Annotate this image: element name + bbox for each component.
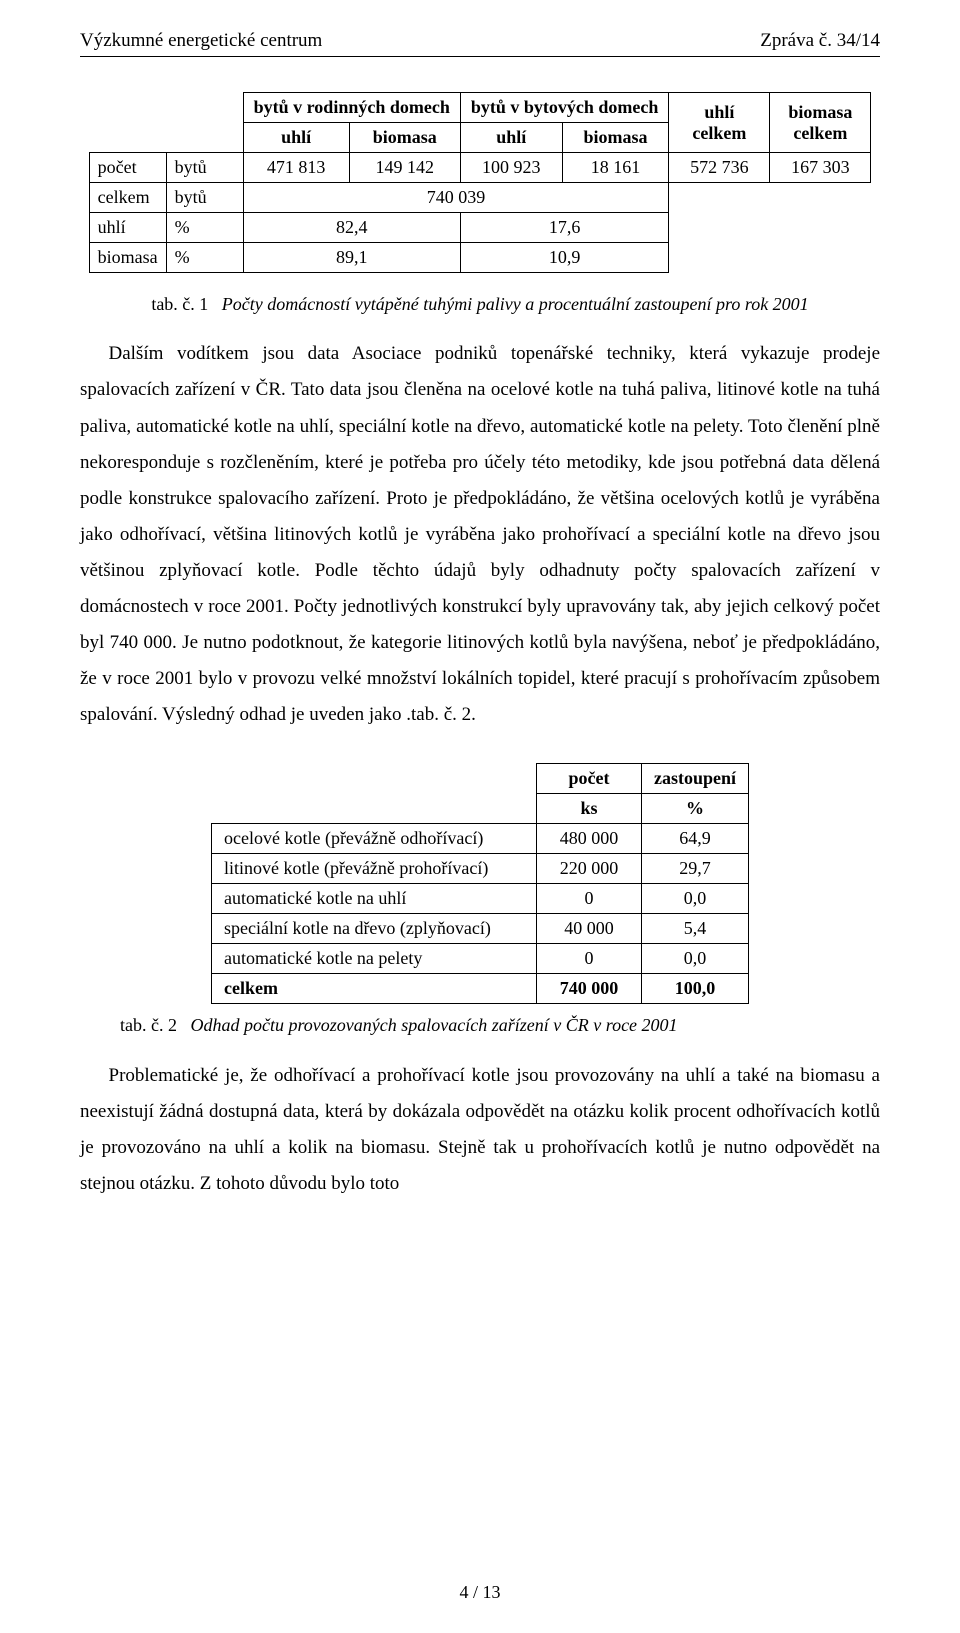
t1-r3-unit: % bbox=[166, 213, 243, 243]
t1-r3-b: 17,6 bbox=[460, 213, 669, 243]
t2-row-pct: 0,0 bbox=[641, 884, 748, 914]
caption1-body: Počty domácností vytápěné tuhými palivy … bbox=[222, 294, 809, 314]
t2-total-count: 740 000 bbox=[536, 974, 641, 1004]
t1-sub-biomasa-b: biomasa bbox=[562, 123, 669, 153]
t2-row-count: 480 000 bbox=[536, 824, 641, 854]
t2-u-ks: ks bbox=[536, 794, 641, 824]
page: Výzkumné energetické centrum Zpráva č. 3… bbox=[0, 0, 960, 1633]
t2-row-pct: 29,7 bbox=[641, 854, 748, 884]
caption1: tab. č. 1 Počty domácností vytápěné tuhý… bbox=[80, 293, 880, 316]
t2-row-name: automatické kotle na uhlí bbox=[211, 884, 536, 914]
t1-r1-v6: 167 303 bbox=[770, 153, 871, 183]
t2-row-count: 0 bbox=[536, 884, 641, 914]
t1-sub-uhli-b: uhlí bbox=[460, 123, 562, 153]
t1-r1-v2: 149 142 bbox=[349, 153, 460, 183]
t1-r1-v3: 100 923 bbox=[460, 153, 562, 183]
t2-total-pct: 100,0 bbox=[641, 974, 748, 1004]
t2-total-name: celkem bbox=[211, 974, 536, 1004]
table-row: speciální kotle na dřevo (zplyňovací)40 … bbox=[211, 914, 748, 944]
t2-row-pct: 0,0 bbox=[641, 944, 748, 974]
t1-r4-b: 10,9 bbox=[460, 243, 669, 273]
t2-row-count: 220 000 bbox=[536, 854, 641, 884]
t1-r1-v5: 572 736 bbox=[669, 153, 770, 183]
table-row: automatické kotle na pelety00,0 bbox=[211, 944, 748, 974]
t1-head-rodinnych: bytů v rodinných domech bbox=[243, 93, 460, 123]
header-right: Zpráva č. 34/14 bbox=[760, 30, 880, 52]
t2-row-name: litinové kotle (převážně prohořívací) bbox=[211, 854, 536, 884]
paragraph1: Dalším vodítkem jsou data Asociace podni… bbox=[80, 336, 880, 733]
table-row: automatické kotle na uhlí00,0 bbox=[211, 884, 748, 914]
t1-r2-label: celkem bbox=[89, 183, 166, 213]
t2-h-pocet: počet bbox=[536, 764, 641, 794]
t1-r4-label: biomasa bbox=[89, 243, 166, 273]
t1-head-bytovych: bytů v bytových domech bbox=[460, 93, 669, 123]
caption2-body: Odhad počtu provozovaných spalovacích za… bbox=[190, 1015, 677, 1035]
t2-row-name: speciální kotle na dřevo (zplyňovací) bbox=[211, 914, 536, 944]
table-row: ocelové kotle (převážně odhořívací)480 0… bbox=[211, 824, 748, 854]
t2-row-name: ocelové kotle (převážně odhořívací) bbox=[211, 824, 536, 854]
t1-r3-a: 82,4 bbox=[243, 213, 460, 243]
t1-sub-biomasa-a: biomasa bbox=[349, 123, 460, 153]
table2: počet zastoupení ks % ocelové kotle (pře… bbox=[211, 763, 749, 1004]
t1-r1-v1: 471 813 bbox=[243, 153, 349, 183]
t1-sub-uhli-a: uhlí bbox=[243, 123, 349, 153]
table1: bytů v rodinných domech bytů v bytových … bbox=[89, 92, 872, 273]
t1-r1-label: počet bbox=[89, 153, 166, 183]
header-left: Výzkumné energetické centrum bbox=[80, 30, 322, 52]
caption2: tab. č. 2 Odhad počtu provozovaných spal… bbox=[120, 1014, 880, 1037]
caption1-head: tab. č. 1 bbox=[151, 294, 208, 314]
t1-r2-unit: bytů bbox=[166, 183, 243, 213]
page-footer: 4 / 13 bbox=[0, 1582, 960, 1603]
t1-r1-unit: bytů bbox=[166, 153, 243, 183]
t1-r1-v4: 18 161 bbox=[562, 153, 669, 183]
t2-row-count: 0 bbox=[536, 944, 641, 974]
table-row: litinové kotle (převážně prohořívací)220… bbox=[211, 854, 748, 884]
t1-r2-span: 740 039 bbox=[243, 183, 669, 213]
t1-r4-a: 89,1 bbox=[243, 243, 460, 273]
paragraph2: Problematické je, že odhořívací a prohoř… bbox=[80, 1058, 880, 1202]
t2-row-pct: 5,4 bbox=[641, 914, 748, 944]
t1-head-uhli-celkem: uhlí celkem bbox=[669, 93, 770, 153]
table2-wrap: počet zastoupení ks % ocelové kotle (pře… bbox=[80, 763, 880, 1004]
t1-r3-label: uhlí bbox=[89, 213, 166, 243]
page-header: Výzkumné energetické centrum Zpráva č. 3… bbox=[80, 30, 880, 57]
t2-h-zast: zastoupení bbox=[641, 764, 748, 794]
t1-r4-unit: % bbox=[166, 243, 243, 273]
caption2-head: tab. č. 2 bbox=[120, 1015, 177, 1035]
t2-row-name: automatické kotle na pelety bbox=[211, 944, 536, 974]
t2-row-pct: 64,9 bbox=[641, 824, 748, 854]
table1-wrap: bytů v rodinných domech bytů v bytových … bbox=[80, 92, 880, 273]
t1-head-biomasa-celkem: biomasa celkem bbox=[770, 93, 871, 153]
t2-u-pct: % bbox=[641, 794, 748, 824]
t2-row-count: 40 000 bbox=[536, 914, 641, 944]
